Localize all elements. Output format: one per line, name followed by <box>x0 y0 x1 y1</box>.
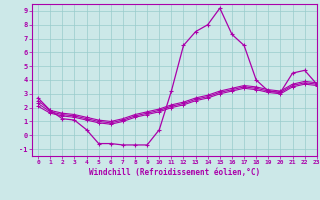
X-axis label: Windchill (Refroidissement éolien,°C): Windchill (Refroidissement éolien,°C) <box>89 168 260 177</box>
